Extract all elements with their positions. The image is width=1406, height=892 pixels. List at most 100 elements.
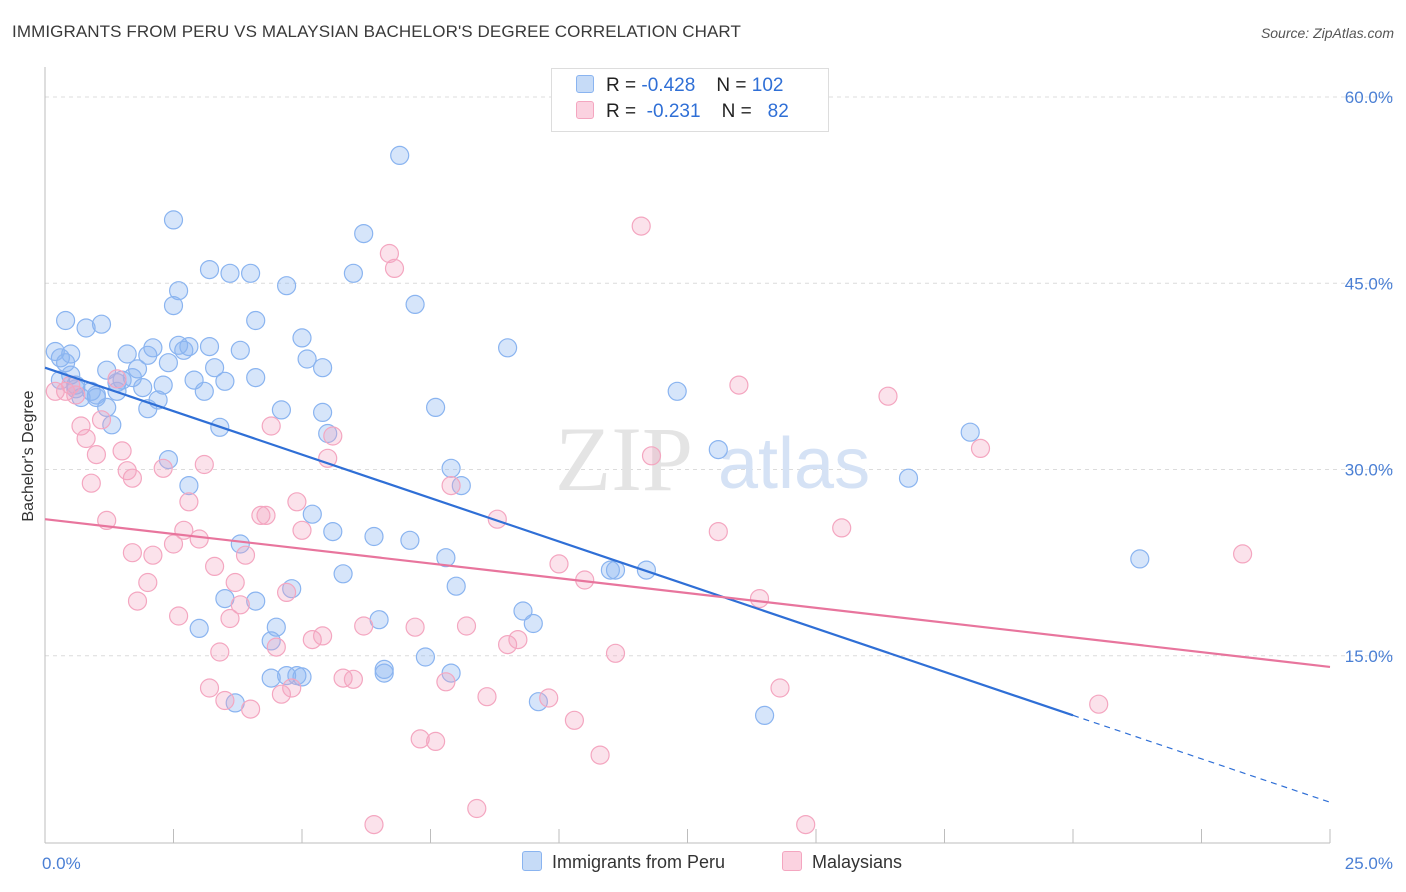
peru-point — [405, 294, 425, 314]
malaysian-point — [426, 731, 446, 752]
peru-point — [205, 358, 225, 378]
peru-point — [246, 310, 266, 331]
malaysian-point — [143, 545, 163, 565]
peru-point — [426, 397, 446, 417]
malaysian-point — [122, 468, 142, 488]
malaysian-point — [230, 595, 250, 615]
peru-point — [498, 338, 518, 358]
malaysian-point — [564, 710, 585, 730]
peru-point — [374, 659, 394, 680]
peru-point — [158, 353, 178, 373]
y-tick-label: 60.0% — [1345, 88, 1393, 107]
malaysian-point — [261, 416, 281, 436]
malaysian-point — [220, 608, 240, 629]
data-points — [45, 145, 1253, 835]
malaysian-point — [333, 668, 353, 688]
peru-point — [364, 526, 384, 547]
malaysian-point — [179, 492, 199, 512]
bottom-legend-peru: Immigrants from Peru — [522, 851, 725, 873]
peru-point — [354, 224, 374, 244]
bottom-legend-malaysians: Malaysians — [782, 851, 902, 873]
peru-point — [215, 371, 235, 391]
malaysian-point — [66, 385, 86, 405]
peru-point — [76, 318, 96, 338]
malaysian-point — [970, 438, 991, 458]
malaysian-point — [477, 687, 497, 707]
malaysian-point — [313, 626, 333, 646]
peru-point — [323, 521, 343, 542]
y-axis-label: Bachelor's Degree — [20, 390, 37, 521]
malaysian-point — [266, 637, 286, 657]
malaysian-point — [487, 509, 507, 529]
peru-point — [277, 665, 297, 686]
malaysian-point — [508, 629, 528, 650]
malaysian-point — [55, 381, 76, 401]
malaysian-point — [729, 375, 749, 395]
peru-point — [179, 337, 199, 357]
malaysian-point — [410, 729, 430, 749]
peru-point — [102, 415, 122, 435]
peru-point — [313, 402, 333, 422]
peru-point — [266, 617, 286, 637]
malaysian-point — [127, 591, 148, 611]
malaysian-point — [153, 458, 173, 478]
peru-point — [708, 440, 728, 460]
y-tick-label: 30.0% — [1345, 461, 1393, 480]
malaysian-point — [71, 416, 91, 436]
malaysian-point — [467, 798, 487, 819]
peru-point — [390, 145, 410, 165]
malaysian-point — [81, 473, 101, 493]
legend-swatch-peru — [576, 75, 594, 93]
peru-point — [50, 370, 71, 390]
malaysian-point — [169, 606, 189, 626]
malaysian-point — [441, 476, 461, 496]
malaysian-point — [379, 243, 399, 264]
source-credit: Source: ZipAtlas.com — [1260, 25, 1394, 41]
malaysian-point — [590, 745, 610, 765]
legend-r-value: -0.428 — [641, 75, 696, 96]
malaysian-point — [708, 521, 728, 542]
peru-point — [169, 281, 189, 301]
malaysian-point — [277, 582, 297, 603]
peru-point — [277, 276, 297, 296]
peru-point — [600, 560, 621, 580]
malaysian-point — [878, 386, 898, 406]
malaysian-point — [292, 520, 312, 540]
peru-point — [230, 534, 250, 554]
peru-point — [400, 530, 420, 550]
bottom-legend-label: Immigrants from Peru — [552, 852, 726, 872]
peru-point — [271, 400, 291, 420]
peru-point — [199, 337, 220, 357]
peru-point — [960, 422, 980, 442]
peru-point — [313, 358, 333, 378]
trend-lines — [44, 366, 1331, 803]
malaysian-point — [354, 616, 374, 636]
x-tick-label: 25.0% — [1345, 854, 1393, 873]
stats-legend: R = -0.428 N = 102 R = -0.231 N = 82 — [551, 68, 829, 132]
malaysian-point — [271, 684, 291, 704]
peru-point — [297, 349, 317, 369]
peru-point — [179, 476, 199, 496]
malaysian-point — [384, 258, 405, 278]
malaysian-point — [770, 678, 790, 698]
malaysian-point — [287, 492, 307, 512]
malaysian-point — [302, 629, 322, 650]
malaysian-point — [605, 643, 626, 663]
chart-title: IMMIGRANTS FROM PERU VS MALAYSIAN BACHEL… — [12, 22, 741, 41]
peru-point — [441, 458, 461, 478]
legend-row-peru: R = -0.428 N = 102 — [576, 75, 783, 101]
peru-point — [55, 310, 76, 331]
malaysian-point — [641, 446, 662, 466]
peru-point — [898, 468, 919, 488]
malaysian-point — [251, 505, 271, 526]
malaysian-point — [235, 545, 256, 565]
malaysian-point — [549, 554, 569, 574]
malaysian-point — [539, 688, 559, 708]
legend-r-value: -0.231 — [646, 101, 701, 122]
malaysian-point — [323, 426, 343, 446]
watermark-atlas: atlas — [718, 424, 870, 504]
axes — [44, 67, 1331, 844]
peru-point — [451, 476, 471, 496]
peru-point — [230, 340, 250, 360]
bottom-swatch-peru — [522, 851, 542, 871]
